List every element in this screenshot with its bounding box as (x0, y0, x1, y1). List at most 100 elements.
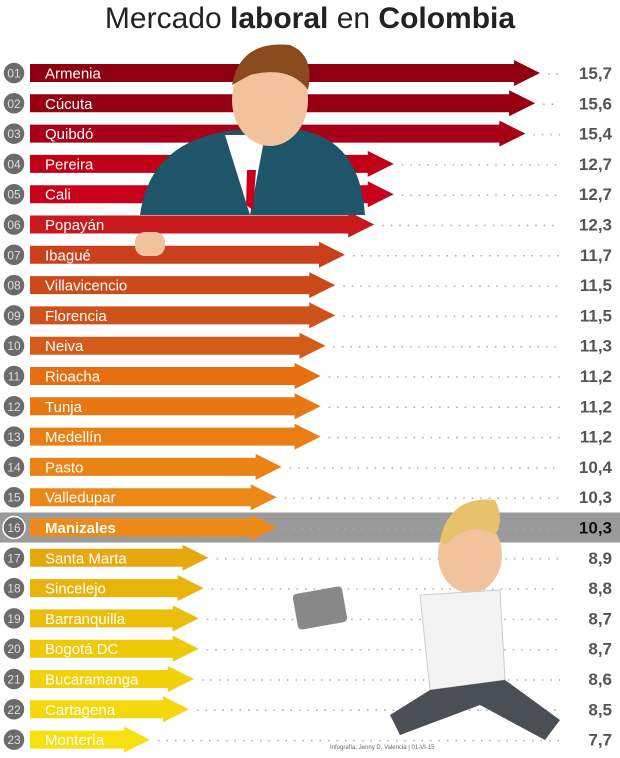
value-label: 11,2 (580, 428, 612, 447)
rank-badge (2, 667, 26, 691)
bar-row: 12 Tunja 11,2 (2, 393, 612, 420)
city-label: Neiva (45, 338, 84, 355)
bar-arrow (30, 575, 204, 602)
value-label: 7,7 (588, 731, 612, 750)
hair-shape (232, 44, 310, 90)
city-label: Villavicencio (45, 278, 127, 295)
title-bold: laboral (229, 2, 329, 35)
value-label: 15,7 (579, 64, 612, 83)
rank-number: 11 (8, 370, 21, 384)
value-label: 11,7 (580, 246, 612, 265)
value-label: 10,3 (579, 488, 612, 507)
bar-row: 19 Barranquilla 8,7 (2, 605, 612, 632)
rank-number: 05 (7, 188, 21, 202)
rank-badge (2, 515, 26, 540)
bar-arrow (30, 726, 150, 753)
bar-row: 17 Santa Marta 8,9 (2, 544, 612, 571)
value-label: 10,3 (579, 519, 612, 538)
rank-number: 02 (7, 97, 21, 111)
bar-row: 13 Medellín 11,2 (2, 423, 612, 450)
city-label: Cartagena (45, 702, 116, 719)
bar-row: 18 Sincelejo 8,8 (2, 575, 612, 602)
hair-shape (440, 499, 500, 545)
rank-number: 23 (7, 733, 21, 747)
value-label: 15,4 (579, 125, 613, 144)
head-shape (232, 54, 308, 146)
bar-arrow (30, 423, 321, 450)
rank-badge (2, 364, 26, 388)
city-label: Rioacha (45, 369, 101, 386)
city-label: Pasto (45, 459, 83, 476)
rank-badge (2, 243, 26, 267)
rank-number: 04 (7, 157, 21, 171)
rank-badge (2, 394, 26, 419)
rank-badge (2, 182, 26, 206)
rank-badge (2, 546, 26, 570)
rank-badge (2, 697, 26, 722)
bar-row: 10 Neiva 11,3 (2, 332, 612, 359)
credit-text: Infografía: Jenny D. Valencia | 01-VI-15 (330, 745, 435, 751)
city-label: Barranquilla (45, 611, 126, 628)
rank-badge (2, 727, 26, 752)
value-label: 8,8 (588, 579, 612, 598)
bar-arrow (30, 544, 209, 571)
bar-arrow (30, 635, 199, 662)
page-title: Mercado laboral en Colombia (0, 2, 620, 36)
rank-badge (2, 121, 26, 146)
rank-number: 19 (7, 612, 21, 626)
bar-row: 07 Ibagué 11,7 (2, 241, 612, 268)
bar-row: 16 Manizales 10,3 (0, 512, 620, 543)
bar-row: 06 Popayán 12,3 (2, 211, 612, 238)
rank-badge (2, 636, 26, 661)
bar-row: 15 Valledupar 10,3 (2, 484, 612, 511)
value-label: 8,5 (588, 700, 612, 719)
rank-badge (2, 273, 26, 297)
city-label: Cúcuta (45, 96, 93, 113)
bar-arrow (30, 363, 321, 389)
city-label: Pereira (45, 156, 94, 173)
bar-row: 14 Pasto 10,4 (2, 453, 613, 480)
city-label: Cali (45, 187, 71, 204)
hand-shape (135, 232, 165, 256)
rank-badge (2, 212, 26, 237)
shirt-shape (225, 135, 265, 215)
rank-number: 12 (7, 400, 21, 414)
rank-badge (2, 152, 26, 176)
city-label: Popayán (45, 217, 104, 234)
rank-number: 01 (7, 67, 21, 81)
city-label: Bucaramanga (45, 672, 139, 689)
value-label: 8,7 (588, 640, 612, 659)
city-label: Ibagué (45, 247, 91, 264)
city-label: Florencia (45, 308, 107, 325)
rank-number: 06 (7, 218, 21, 232)
bar-arrow (30, 605, 199, 632)
city-label: Quibdó (45, 126, 93, 143)
bar-arrow (30, 696, 189, 723)
rank-badge (2, 455, 26, 479)
bar-row: 09 Florencia 11,5 (2, 302, 612, 329)
tie-shape (246, 170, 256, 210)
city-label: Valledupar (45, 490, 116, 507)
rank-number: 20 (7, 642, 21, 656)
value-label: 11,5 (580, 306, 612, 325)
rank-badge (2, 91, 26, 116)
city-label: Montería (45, 732, 105, 749)
title-bold: Colombia (378, 2, 516, 35)
bar-arrow (30, 211, 375, 238)
rank-number: 16 (7, 521, 21, 535)
rank-badge (2, 303, 26, 328)
running-man-illustration (292, 499, 560, 740)
bar-arrow (30, 241, 345, 268)
rank-badge (2, 576, 26, 600)
value-label: 11,2 (580, 397, 612, 416)
bar-arrow (30, 393, 321, 420)
bar-row: 22 Cartagena 8,5 (2, 696, 612, 723)
briefcase-shape (292, 586, 348, 630)
city-label: Santa Marta (45, 550, 127, 567)
bar-row: 08 Villavicencio 11,5 (2, 272, 612, 299)
value-label: 12,7 (579, 155, 612, 174)
city-label: Tunja (45, 399, 83, 416)
rank-badge (2, 61, 26, 85)
rank-badge (2, 485, 26, 509)
bar-arrow (30, 484, 277, 511)
